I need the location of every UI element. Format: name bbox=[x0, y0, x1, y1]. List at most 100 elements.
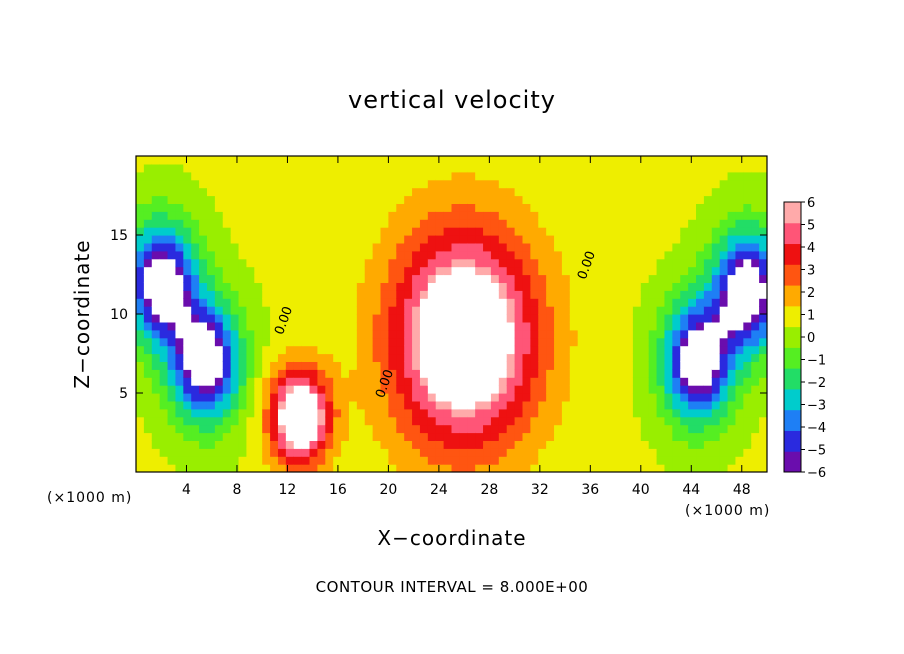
heatmap-cell bbox=[569, 377, 579, 386]
heatmap-cell bbox=[609, 321, 618, 331]
heatmap-cell bbox=[664, 242, 673, 252]
heatmap-cell bbox=[538, 440, 547, 449]
heatmap-cell bbox=[498, 345, 508, 355]
heatmap-cell bbox=[632, 377, 642, 386]
heatmap-cell bbox=[285, 274, 295, 283]
heatmap-cell bbox=[167, 464, 177, 472]
heatmap-cell bbox=[632, 282, 642, 291]
heatmap-cell bbox=[680, 227, 689, 236]
heatmap-cell bbox=[183, 432, 192, 441]
heatmap-cell bbox=[696, 187, 705, 197]
heatmap-cell bbox=[277, 385, 287, 394]
heatmap-cell bbox=[262, 195, 271, 204]
heatmap-cell bbox=[443, 432, 453, 441]
heatmap-cell bbox=[348, 195, 358, 204]
heatmap-cell bbox=[301, 416, 311, 426]
heatmap-cell bbox=[601, 163, 610, 173]
heatmap-cell bbox=[175, 432, 184, 441]
heatmap-cell bbox=[490, 369, 500, 378]
heatmap-cell bbox=[498, 400, 508, 410]
heatmap-cell bbox=[254, 416, 263, 426]
heatmap-cell bbox=[483, 187, 492, 197]
heatmap-cell bbox=[640, 274, 650, 283]
heatmap-cell bbox=[396, 179, 405, 189]
heatmap-cell bbox=[143, 274, 153, 283]
heatmap-cell bbox=[475, 377, 484, 386]
heatmap-cell bbox=[506, 250, 516, 260]
heatmap-cell bbox=[238, 282, 248, 291]
heatmap-cell bbox=[151, 377, 161, 386]
heatmap-cell bbox=[538, 282, 547, 291]
colorbar-tick-label: −4 bbox=[807, 421, 826, 436]
heatmap-cell bbox=[609, 393, 618, 402]
heatmap-cell bbox=[522, 179, 531, 189]
heatmap-cell bbox=[546, 385, 555, 394]
heatmap-cell bbox=[348, 250, 358, 260]
heatmap-cell bbox=[467, 408, 476, 418]
heatmap-cell bbox=[632, 329, 642, 339]
heatmap-cell bbox=[435, 211, 445, 220]
heatmap-cell bbox=[483, 353, 492, 362]
heatmap-cell bbox=[538, 203, 547, 212]
heatmap-cell bbox=[680, 258, 689, 268]
heatmap-cell bbox=[356, 464, 366, 472]
heatmap-cell bbox=[427, 369, 437, 378]
heatmap-cell bbox=[743, 345, 752, 355]
heatmap-cell bbox=[680, 282, 689, 291]
heatmap-cell bbox=[467, 195, 476, 204]
heatmap-cell bbox=[199, 321, 208, 331]
heatmap-cell bbox=[412, 345, 421, 355]
heatmap-cell bbox=[167, 298, 177, 307]
heatmap-cell bbox=[593, 250, 602, 260]
heatmap-cell bbox=[719, 179, 729, 189]
heatmap-cell bbox=[554, 211, 563, 220]
heatmap-cell bbox=[735, 282, 744, 291]
heatmap-cell bbox=[538, 353, 547, 362]
heatmap-cell bbox=[546, 203, 555, 212]
heatmap-cell bbox=[585, 393, 595, 402]
heatmap-cell bbox=[617, 163, 626, 173]
heatmap-cell bbox=[222, 211, 232, 220]
heatmap-cell bbox=[546, 306, 555, 315]
heatmap-cell bbox=[696, 306, 705, 315]
heatmap-cell bbox=[293, 274, 303, 283]
heatmap-cell bbox=[530, 456, 539, 465]
heatmap-cell bbox=[364, 235, 374, 244]
heatmap-cell bbox=[285, 235, 295, 244]
heatmap-cell bbox=[759, 179, 767, 189]
heatmap-cell bbox=[175, 353, 184, 362]
heatmap-cell bbox=[546, 353, 555, 362]
heatmap-cell bbox=[270, 274, 279, 283]
heatmap-cell bbox=[459, 314, 468, 323]
heatmap-cell bbox=[617, 353, 626, 362]
heatmap-cell bbox=[293, 171, 303, 181]
heatmap-cell bbox=[593, 385, 602, 394]
heatmap-cell bbox=[727, 432, 737, 441]
heatmap-cell bbox=[577, 250, 587, 260]
heatmap-cell bbox=[546, 345, 555, 355]
heatmap-cell bbox=[293, 156, 303, 165]
heatmap-cell bbox=[222, 464, 232, 472]
heatmap-cell bbox=[609, 195, 618, 204]
heatmap-cell bbox=[561, 321, 571, 331]
heatmap-cell bbox=[459, 156, 468, 165]
heatmap-cell bbox=[506, 337, 516, 347]
heatmap-cell bbox=[696, 211, 705, 220]
heatmap-cell bbox=[672, 314, 681, 323]
heatmap-cell bbox=[490, 385, 500, 394]
heatmap-cell bbox=[435, 298, 445, 307]
heatmap-cell bbox=[301, 314, 311, 323]
heatmap-cell bbox=[285, 440, 295, 449]
heatmap-cell bbox=[688, 235, 697, 244]
heatmap-cell bbox=[427, 353, 437, 362]
colorbar-swatch bbox=[784, 305, 801, 328]
heatmap-cell bbox=[672, 432, 681, 441]
heatmap-cell bbox=[569, 171, 579, 181]
heatmap-cell bbox=[554, 179, 563, 189]
heatmap-cell bbox=[309, 314, 319, 323]
heatmap-cell bbox=[735, 464, 744, 472]
heatmap-cell bbox=[719, 235, 729, 244]
heatmap-cell bbox=[404, 219, 413, 228]
heatmap-cell bbox=[348, 179, 358, 189]
heatmap-cell bbox=[585, 298, 595, 307]
